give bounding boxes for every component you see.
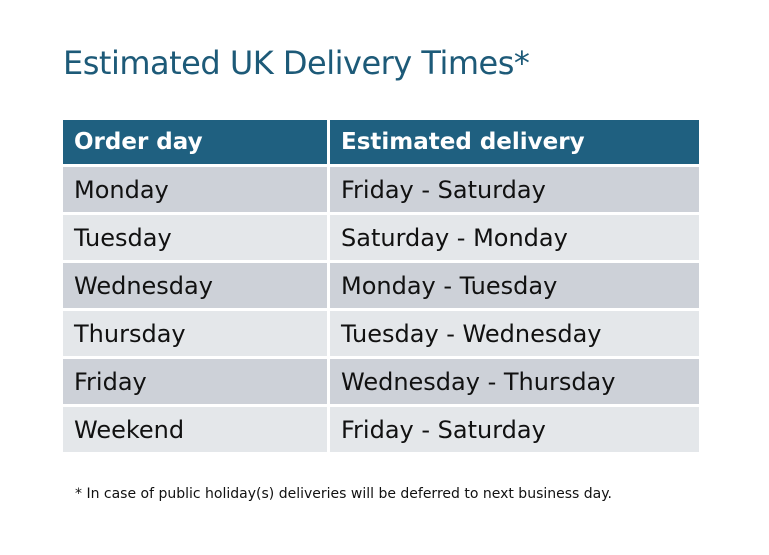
order-day-cell: Tuesday [63,215,327,260]
footnote: * In case of public holiday(s) deliverie… [75,486,612,502]
estimated-delivery-cell: Monday - Tuesday [330,263,699,308]
estimated-delivery-cell: Friday - Saturday [330,167,699,212]
estimated-delivery-cell: Wednesday - Thursday [330,359,699,404]
table-row: Tuesday Saturday - Monday [63,215,699,260]
delivery-times-table: Order day Estimated delivery Monday Frid… [60,117,702,455]
table-row: Monday Friday - Saturday [63,167,699,212]
table-row: Friday Wednesday - Thursday [63,359,699,404]
column-header-estimated-delivery: Estimated delivery [330,120,699,164]
order-day-cell: Monday [63,167,327,212]
table-row: Thursday Tuesday - Wednesday [63,311,699,356]
order-day-cell: Friday [63,359,327,404]
column-header-order-day: Order day [63,120,327,164]
table-row: Weekend Friday - Saturday [63,407,699,452]
order-day-cell: Thursday [63,311,327,356]
estimated-delivery-cell: Tuesday - Wednesday [330,311,699,356]
estimated-delivery-cell: Friday - Saturday [330,407,699,452]
page-title: Estimated UK Delivery Times* [63,44,530,82]
order-day-cell: Weekend [63,407,327,452]
table-header-row: Order day Estimated delivery [63,120,699,164]
estimated-delivery-cell: Saturday - Monday [330,215,699,260]
order-day-cell: Wednesday [63,263,327,308]
table-row: Wednesday Monday - Tuesday [63,263,699,308]
